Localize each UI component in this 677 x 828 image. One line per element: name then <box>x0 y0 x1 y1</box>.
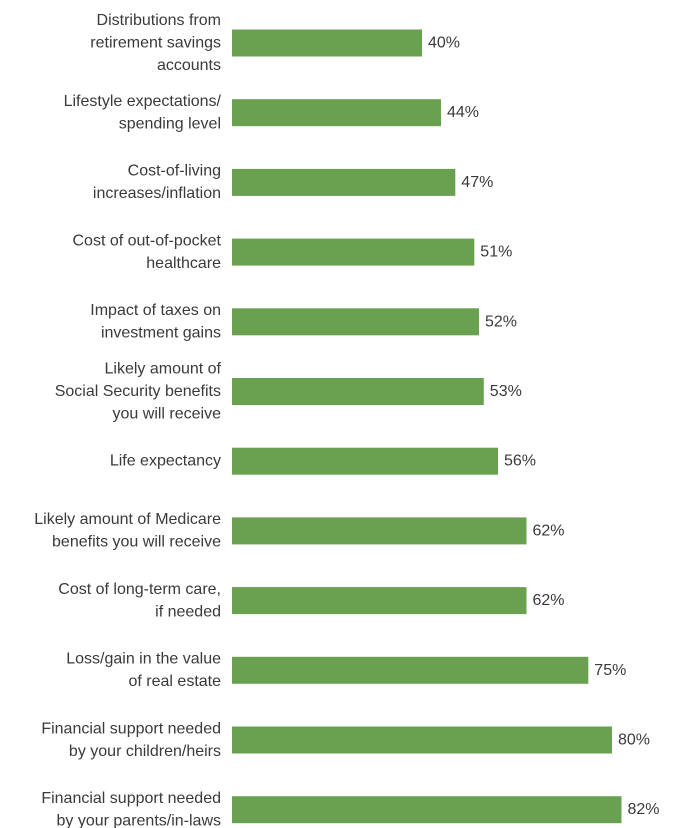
bar <box>232 517 527 545</box>
bar <box>232 587 527 615</box>
category-label: Financial support needed by your parents/… <box>41 790 221 828</box>
category-label-line: Cost of out-of-pocket <box>72 232 221 249</box>
category-label: Cost-of-living increases/inflation <box>93 163 221 203</box>
bar <box>232 168 456 196</box>
category-label-line: Life expectancy <box>110 453 221 470</box>
value-label: 52% <box>485 313 517 330</box>
category-label-line: Lifestyle expectations/ <box>64 93 222 110</box>
bar <box>232 238 475 266</box>
category-label-line: spending level <box>119 116 221 133</box>
category-label: Likely amount of Social Security benefits… <box>55 361 222 423</box>
category-label-line: Cost-of-living <box>128 163 221 180</box>
category-label: Cost of long-term care, if needed <box>58 581 221 621</box>
category-label-line: Likely amount of Medicare <box>34 511 221 528</box>
value-label: 82% <box>628 801 660 818</box>
bars <box>232 29 622 824</box>
category-label: Distributions from retirement savings acco… <box>90 12 221 74</box>
category-label: Likely amount of Medicare benefits you wi… <box>34 511 221 551</box>
category-label-line: Financial support needed <box>41 790 221 807</box>
category-label-line: if needed <box>155 603 221 620</box>
category-label-line: Social Security benefits <box>55 383 221 400</box>
value-label: 40% <box>428 35 460 52</box>
category-label-line: of real estate <box>129 673 222 690</box>
category-label-line: Distributions from <box>97 12 221 29</box>
category-label-line: by your children/heirs <box>69 743 221 760</box>
value-label: 62% <box>533 592 565 609</box>
category-label: Impact of taxes on investment gains <box>90 302 221 342</box>
category-label-line: Loss/gain in the value <box>66 651 221 668</box>
value-label: 62% <box>533 522 565 539</box>
bar <box>232 796 622 824</box>
category-label-line: investment gains <box>101 325 221 342</box>
bar <box>232 99 441 127</box>
bar <box>232 726 612 754</box>
value-label: 80% <box>618 732 650 749</box>
category-label-line: increases/inflation <box>93 185 221 202</box>
value-label: 51% <box>480 244 512 261</box>
category-label-line: benefits you will receive <box>52 534 221 551</box>
value-label: 75% <box>594 662 626 679</box>
category-label-line: accounts <box>157 57 221 74</box>
category-label: Life expectancy <box>110 453 221 470</box>
bar <box>232 447 498 475</box>
category-label-line: Impact of taxes on <box>90 302 221 319</box>
value-labels: 40% 44% 47% 51% 52% 53% 56% 62% 62% 75% 80% 82% <box>428 35 660 819</box>
bar <box>232 29 422 57</box>
category-label-line: you will receive <box>113 406 222 423</box>
category-label-line: Cost of long-term care, <box>58 581 221 598</box>
category-label-line: Likely amount of <box>104 361 221 378</box>
value-label: 44% <box>447 104 479 121</box>
category-labels: Distributions from retirement savings acco… <box>34 12 221 828</box>
value-label: 53% <box>490 383 522 400</box>
category-label: Lifestyle expectations/spending level <box>64 93 222 133</box>
category-label-line: retirement savings <box>90 35 221 52</box>
category-label: Cost of out-of-pocket healthcare <box>72 232 221 272</box>
bar <box>232 308 479 336</box>
bar <box>232 378 484 405</box>
category-label-line: by your parents/in-laws <box>56 813 221 828</box>
category-label-line: healthcare <box>146 255 221 272</box>
category-label: Loss/gain in the value of real estate <box>66 651 221 691</box>
bar <box>232 656 589 684</box>
category-label: Financial support needed by your children… <box>41 720 221 760</box>
value-label: 56% <box>504 453 536 470</box>
value-label: 47% <box>461 174 493 191</box>
category-label-line: Financial support needed <box>41 720 221 737</box>
